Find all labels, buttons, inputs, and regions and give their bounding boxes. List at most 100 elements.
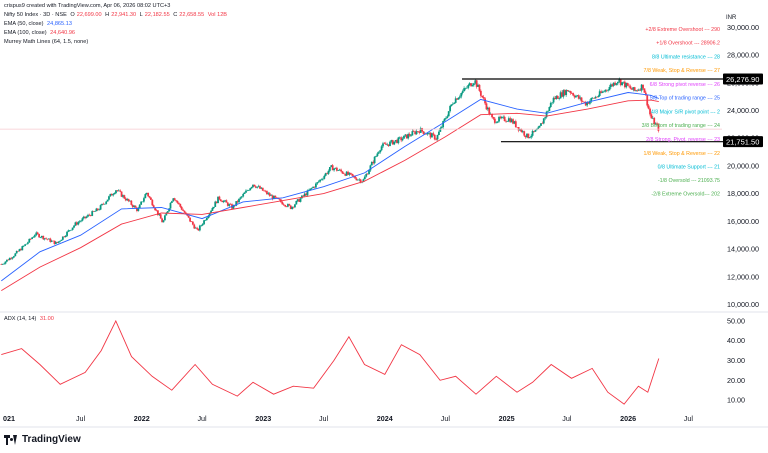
- adx-legend[interactable]: ADX (14, 14) 31.00: [4, 316, 56, 323]
- time-axis-tick: Jul: [319, 414, 329, 423]
- murrey-level-label: 3/8 Bottom of trading range --- 24: [642, 123, 720, 129]
- candle-body: [458, 96, 461, 98]
- time-axis-tick: 2024: [377, 414, 393, 423]
- candle-body: [347, 171, 349, 175]
- candle-body: [439, 128, 442, 132]
- candle-body: [106, 199, 109, 202]
- candle-body: [505, 121, 507, 122]
- candle-body: [170, 201, 173, 203]
- candle-body: [526, 133, 528, 138]
- candle-body: [187, 215, 190, 218]
- candle-body: [431, 133, 433, 138]
- candle-body: [604, 89, 607, 92]
- candle-body: [488, 107, 491, 115]
- candle-body: [403, 135, 405, 139]
- candle-body: [348, 172, 351, 175]
- candle-body: [164, 215, 166, 221]
- candle-body: [366, 174, 369, 175]
- candle-body: [196, 227, 198, 229]
- candle-body: [247, 190, 250, 191]
- candle-body: [96, 208, 99, 211]
- candle-body: [147, 192, 150, 197]
- candle-body: [218, 196, 221, 200]
- ema50-line[interactable]: EMA (50, close) 24,865.13: [4, 21, 74, 28]
- candle-body: [270, 195, 273, 196]
- candle-body: [56, 241, 59, 243]
- symbol-line: Nifty 50 Index · 3D · NSE O 22,699.00 H 22…: [4, 12, 229, 19]
- candle-body: [450, 104, 453, 107]
- price-tag-box: [723, 73, 763, 85]
- candle-body: [126, 198, 129, 201]
- candle-body: [454, 98, 457, 103]
- murrey-level-label: 1/8 Weak, Stop & Reverse --- 22: [644, 151, 720, 157]
- candle-body: [217, 196, 219, 204]
- candle-body: [268, 193, 271, 196]
- candle-body: [330, 165, 333, 168]
- candle-body: [33, 235, 36, 237]
- candle-body: [495, 122, 498, 124]
- candle-body: [238, 198, 240, 203]
- ema50-line: [1, 92, 659, 282]
- candle-body: [158, 214, 161, 216]
- candle-body: [389, 141, 391, 146]
- candle-body: [273, 195, 275, 199]
- candle-body: [386, 144, 389, 146]
- candle-body: [291, 206, 294, 209]
- candle-body: [598, 91, 601, 96]
- candle-body: [81, 218, 84, 221]
- candle-body: [401, 138, 404, 141]
- candle-body: [629, 86, 632, 89]
- candle-body: [398, 137, 401, 138]
- candle-body: [477, 84, 479, 87]
- candle-body: [95, 208, 98, 212]
- candle-body: [510, 119, 513, 123]
- candle-body: [407, 134, 410, 139]
- ema100-line[interactable]: EMA (100, close) 24,640.96: [4, 30, 77, 37]
- candle-body: [73, 225, 75, 228]
- candle-body: [243, 192, 246, 194]
- time-axis-tick: Jul: [562, 414, 572, 423]
- candle-body: [422, 131, 425, 135]
- candle-body: [491, 114, 493, 118]
- candle-body: [319, 179, 321, 182]
- candle-body: [551, 102, 554, 104]
- tradingview-footer[interactable]: TradingView: [4, 434, 81, 445]
- candle-body: [426, 132, 429, 135]
- ohlc-high-label: H: [105, 12, 110, 18]
- candle-body: [306, 190, 309, 196]
- candle-body: [7, 259, 10, 261]
- candle-body: [370, 161, 373, 166]
- candle-body: [225, 200, 228, 203]
- symbol-name[interactable]: Nifty 50 Index · 3D · NSE: [4, 12, 67, 18]
- candle-body: [535, 129, 538, 131]
- candle-body: [143, 198, 145, 202]
- candle-body: [582, 101, 584, 103]
- candle-body: [207, 216, 210, 218]
- candle-body: [21, 246, 24, 251]
- candle-body: [614, 82, 616, 85]
- candle-body: [380, 146, 383, 151]
- candle-body: [605, 89, 608, 91]
- murrey-line[interactable]: Murrey Math Lines (64, 1.5, none): [4, 39, 90, 46]
- candle-body: [452, 103, 454, 105]
- candle-body: [354, 176, 356, 179]
- candle-body: [101, 203, 103, 206]
- candle-body: [636, 90, 639, 91]
- candle-body: [110, 193, 113, 196]
- candle-body: [359, 179, 362, 183]
- candle-body: [447, 111, 450, 117]
- candle-body: [616, 81, 619, 84]
- candle-body: [502, 116, 505, 118]
- candle-body: [456, 98, 459, 100]
- candle-body: [295, 200, 298, 205]
- murrey-level-label: +2/8 Extreme Overshoot --- 290: [645, 27, 720, 33]
- candle-body: [141, 201, 144, 203]
- candle-body: [39, 237, 42, 238]
- candle-body: [40, 235, 43, 238]
- candle-body: [150, 197, 152, 200]
- candle-body: [109, 193, 112, 197]
- candle-body: [136, 207, 138, 211]
- candle-body: [275, 197, 278, 199]
- candle-body: [471, 85, 474, 87]
- candle-body: [281, 201, 284, 205]
